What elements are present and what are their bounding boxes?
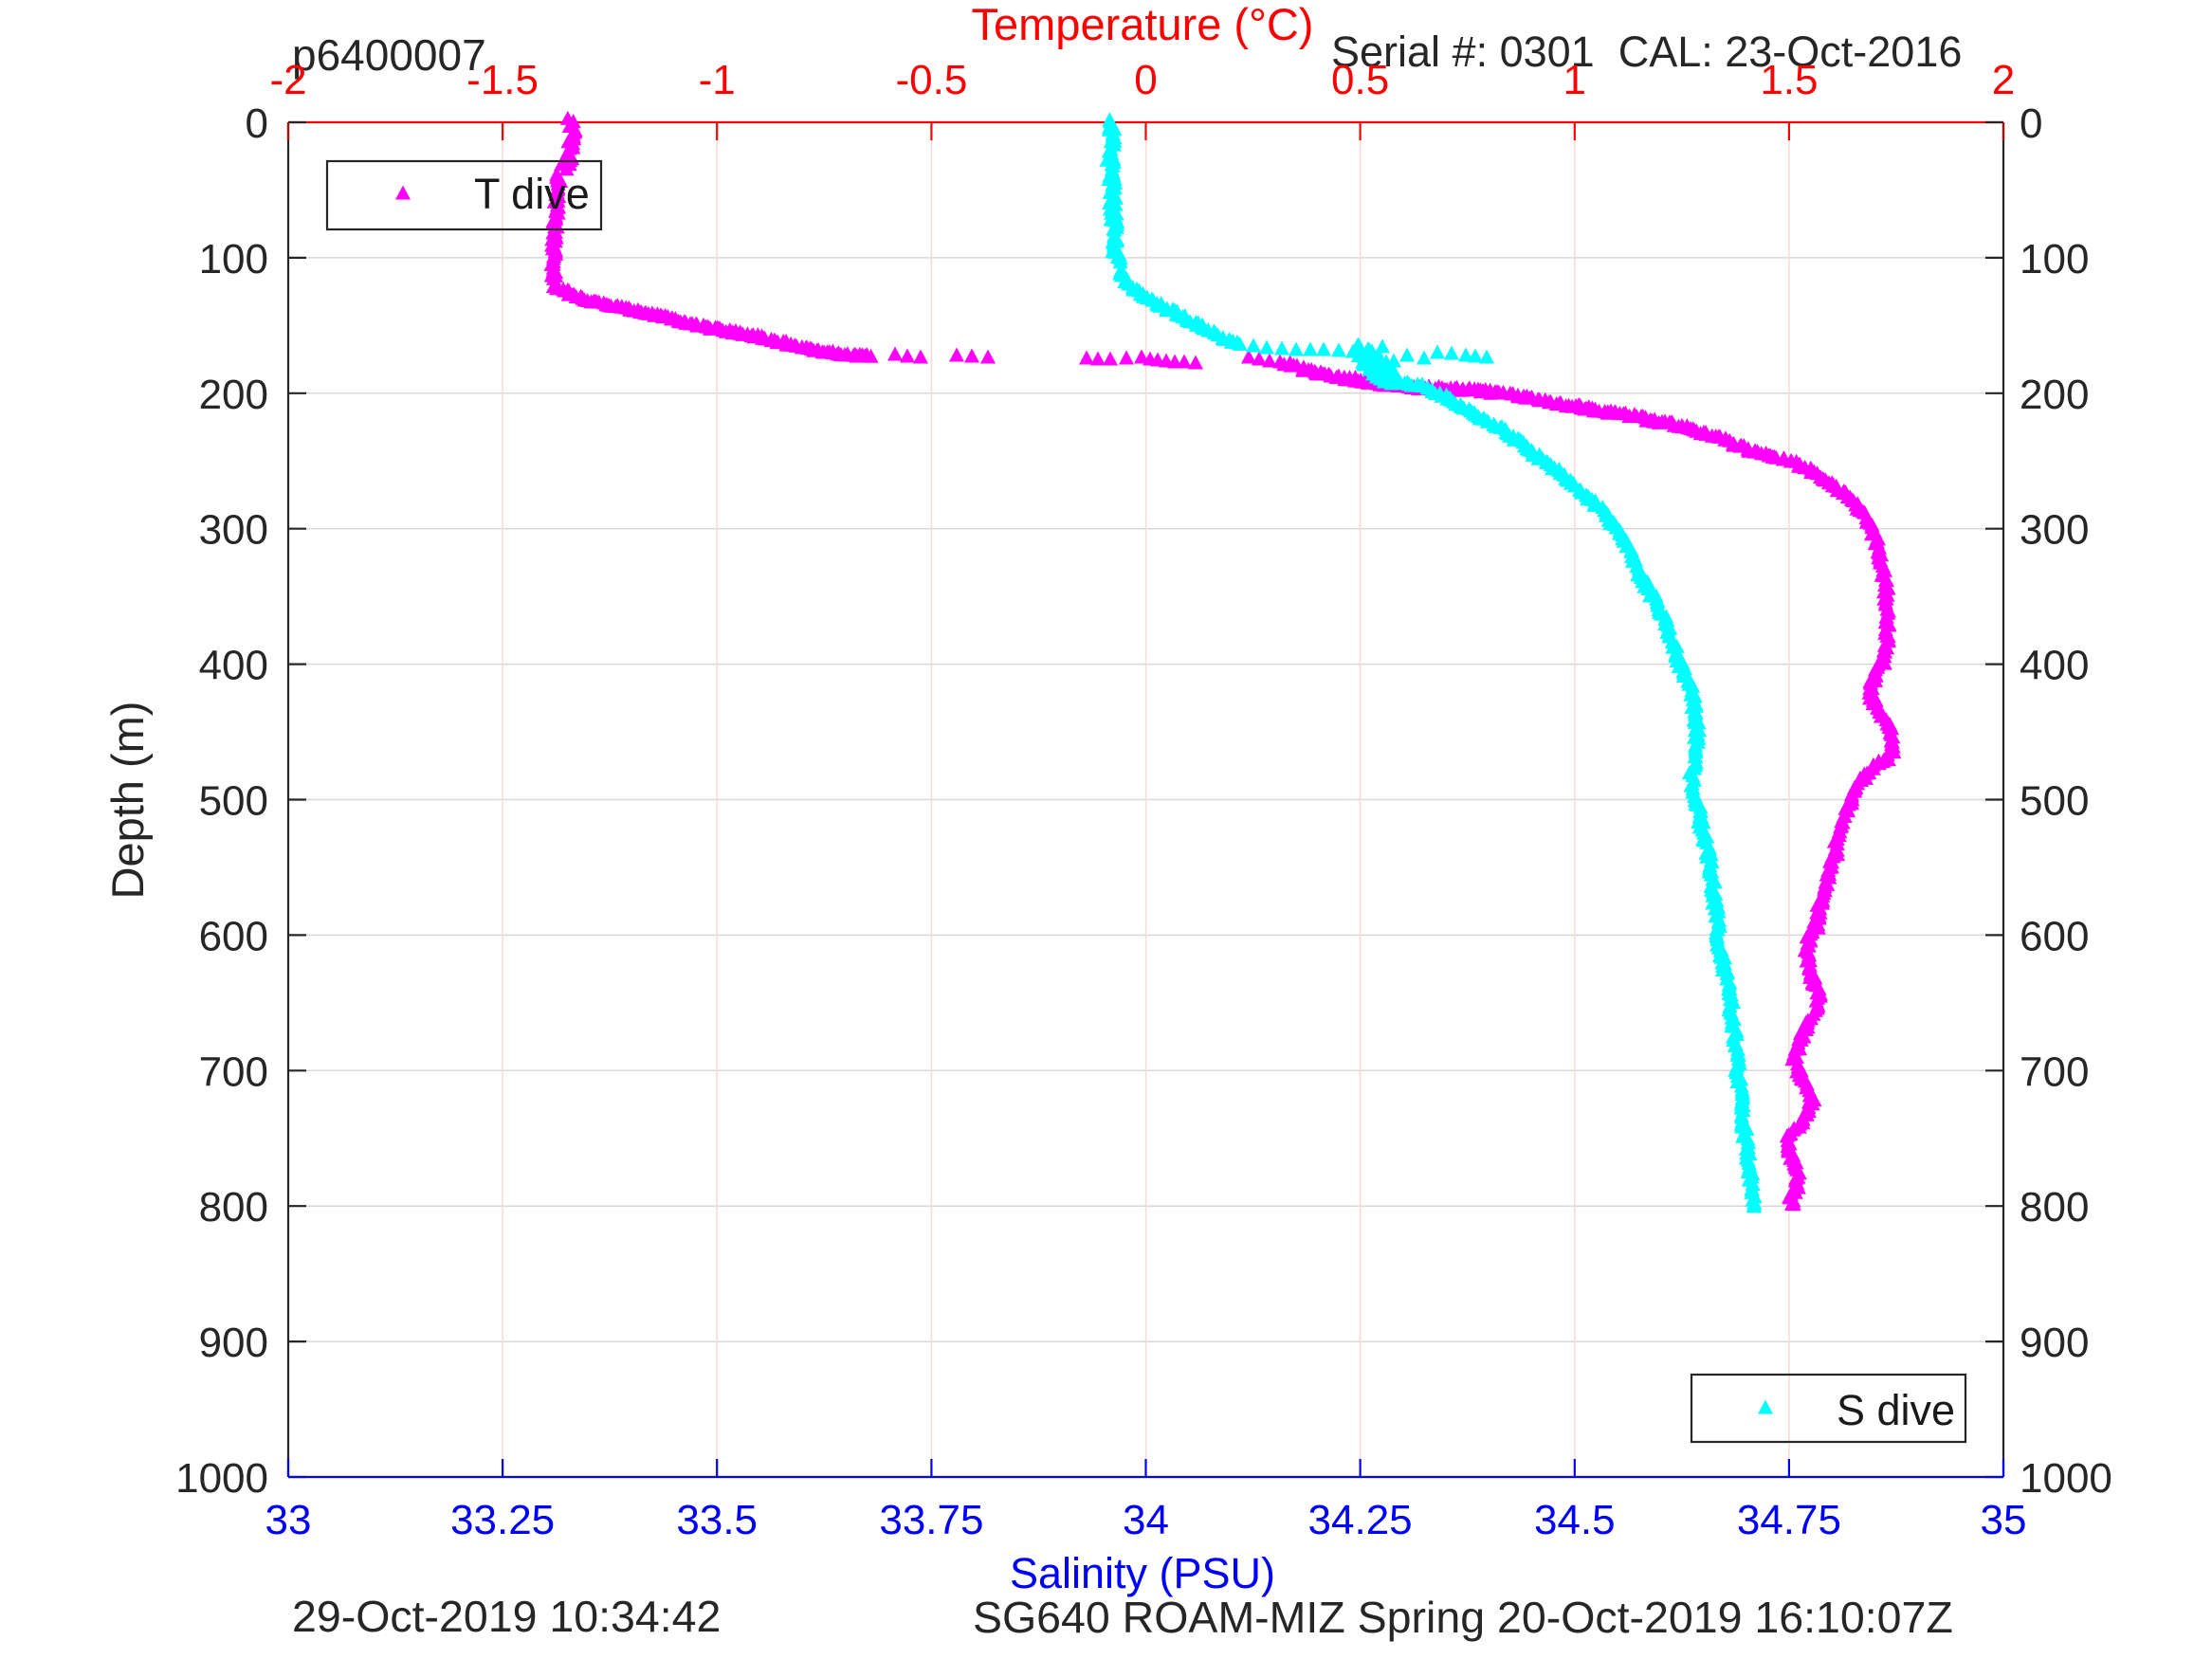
svg-text:200: 200 <box>199 372 268 418</box>
svg-text:p6400007: p6400007 <box>292 30 486 80</box>
svg-text:700: 700 <box>199 1048 268 1095</box>
svg-text:600: 600 <box>199 913 268 959</box>
svg-text:Serial #: 0301 CAL: 23-Oct-20: Serial #: 0301 CAL: 23-Oct-2016 <box>1331 27 1962 76</box>
svg-text:-1.5: -1.5 <box>466 57 539 103</box>
svg-text:1: 1 <box>1563 57 1586 103</box>
svg-text:-0.5: -0.5 <box>895 57 967 103</box>
svg-text:35: 35 <box>1981 1497 2027 1543</box>
svg-text:2: 2 <box>1992 57 2015 103</box>
svg-text:Depth (m): Depth (m) <box>102 702 153 900</box>
svg-text:34.5: 34.5 <box>1534 1497 1616 1543</box>
svg-text:0: 0 <box>2020 100 2042 147</box>
svg-text:1000: 1000 <box>175 1455 268 1502</box>
svg-text:34.25: 34.25 <box>1308 1497 1413 1543</box>
svg-text:0.5: 0.5 <box>1331 57 1389 103</box>
svg-text:600: 600 <box>2020 913 2089 959</box>
svg-text:S dive: S dive <box>1837 1386 1955 1434</box>
svg-text:1.5: 1.5 <box>1760 57 1818 103</box>
svg-text:800: 800 <box>199 1184 268 1231</box>
svg-text:34: 34 <box>1123 1497 1169 1543</box>
svg-text:900: 900 <box>199 1320 268 1366</box>
svg-text:33.5: 33.5 <box>676 1497 758 1543</box>
svg-text:900: 900 <box>2020 1320 2089 1366</box>
svg-text:500: 500 <box>2020 778 2089 825</box>
svg-text:33: 33 <box>265 1497 312 1543</box>
svg-text:400: 400 <box>2020 643 2089 689</box>
svg-text:100: 100 <box>2020 236 2089 283</box>
svg-text:500: 500 <box>199 778 268 825</box>
svg-text:-2: -2 <box>269 57 306 103</box>
svg-text:Temperature (°C): Temperature (°C) <box>972 0 1314 49</box>
svg-text:400: 400 <box>199 643 268 689</box>
svg-text:800: 800 <box>2020 1184 2089 1231</box>
svg-text:0: 0 <box>246 100 268 147</box>
svg-text:300: 300 <box>2020 507 2089 554</box>
svg-text:1000: 1000 <box>2020 1455 2112 1502</box>
svg-text:0: 0 <box>1134 57 1157 103</box>
svg-text:Salinity (PSU): Salinity (PSU) <box>1010 1549 1275 1597</box>
svg-text:SG640 ROAM-MIZ Spring 20-Oct-2: SG640 ROAM-MIZ Spring 20-Oct-2019 16:10:… <box>973 1593 1953 1642</box>
svg-text:T dive: T dive <box>474 170 590 218</box>
svg-text:200: 200 <box>2020 372 2089 418</box>
svg-text:29-Oct-2019 10:34:42: 29-Oct-2019 10:34:42 <box>292 1592 721 1641</box>
svg-text:-1: -1 <box>699 57 736 103</box>
svg-text:100: 100 <box>199 236 268 283</box>
svg-text:300: 300 <box>199 507 268 554</box>
svg-text:33.75: 33.75 <box>879 1497 983 1543</box>
svg-text:700: 700 <box>2020 1048 2089 1095</box>
svg-text:33.25: 33.25 <box>450 1497 555 1543</box>
svg-text:34.75: 34.75 <box>1737 1497 1841 1543</box>
